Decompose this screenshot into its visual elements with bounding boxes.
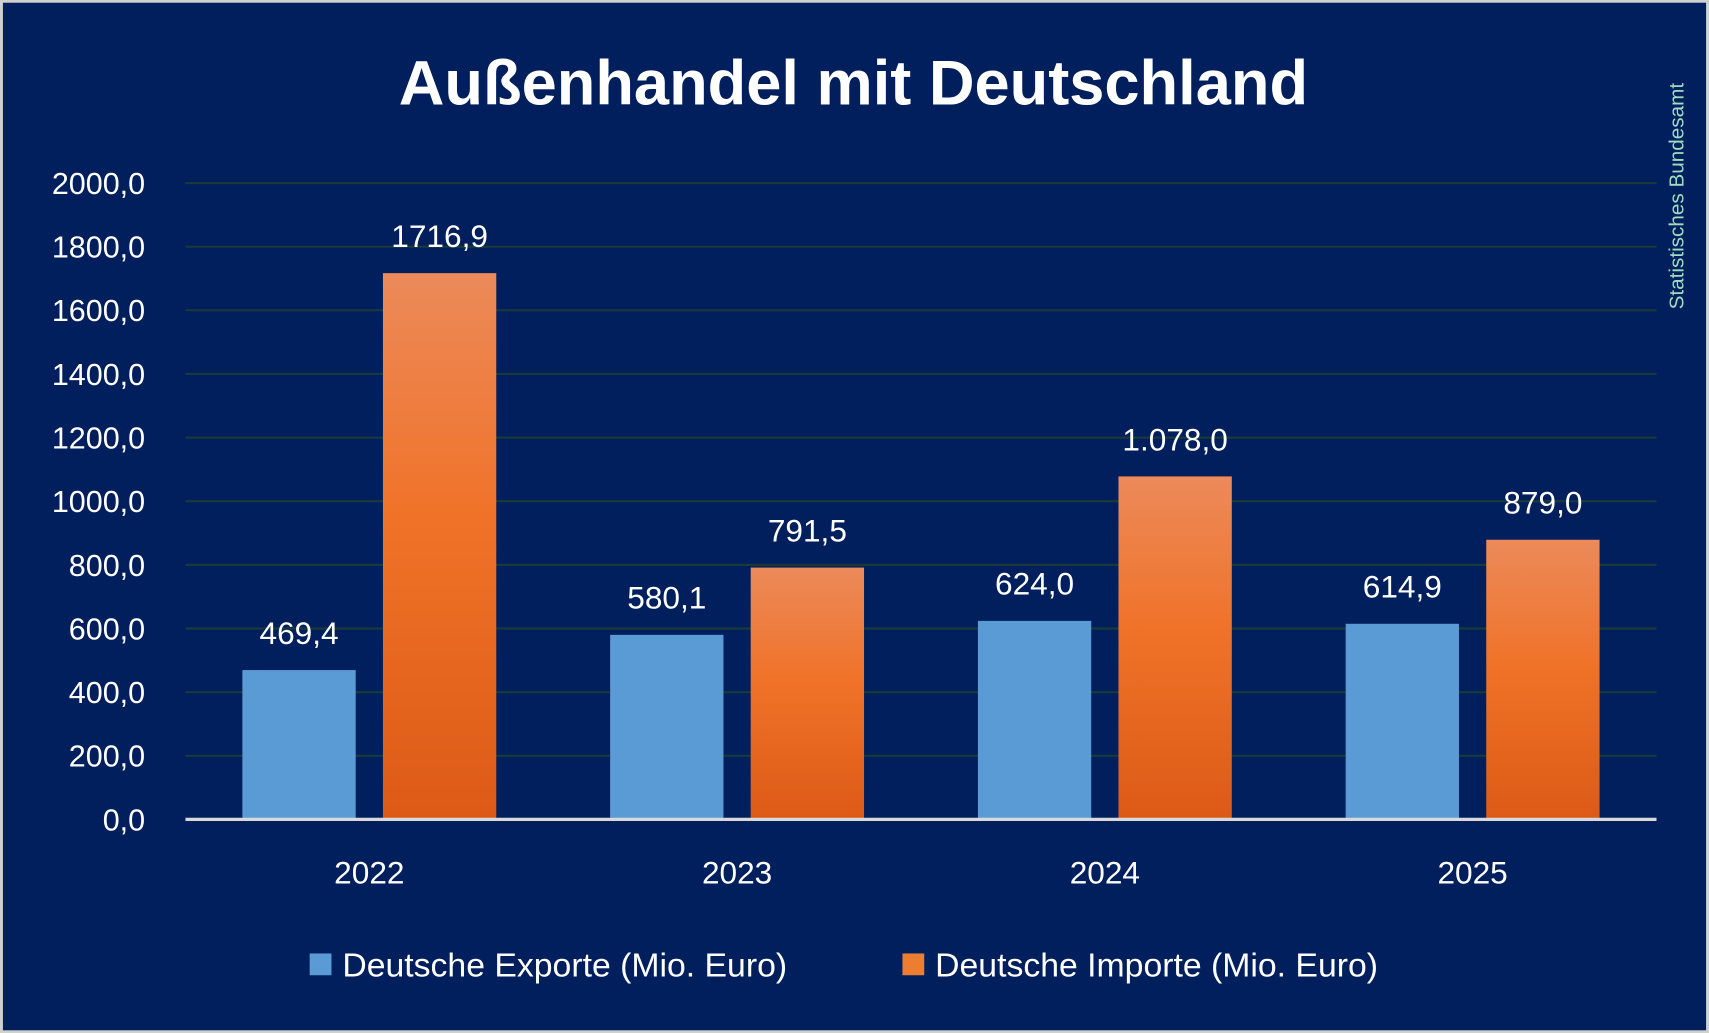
y-tick-label: 600,0 (69, 612, 145, 646)
import-bar-2023 (750, 567, 865, 820)
data-label: 469,4 (260, 615, 339, 651)
legend: Deutsche Exporte (Mio. Euro) Deutsche Im… (309, 946, 1378, 984)
y-tick-label: 1400,0 (52, 358, 145, 392)
export-bar-2023 (610, 634, 724, 820)
data-label: 1.078,0 (1122, 421, 1227, 457)
legend-swatch-exports (309, 953, 332, 976)
export-bar-2025 (1345, 623, 1459, 820)
import-bar-2025 (1486, 539, 1600, 820)
legend-label-exports: Deutsche Exporte (Mio. Euro) (342, 946, 787, 984)
y-tick-label: 1000,0 (52, 485, 145, 519)
data-label: 624,0 (995, 566, 1074, 602)
x-tick-label: 2023 (702, 855, 772, 891)
y-tick-label: 200,0 (69, 740, 145, 774)
y-tick-label: 1800,0 (52, 231, 145, 265)
source-note: Statistisches Bundesamt (1666, 83, 1689, 310)
export-bar-2022 (242, 670, 356, 820)
y-tick-label: 1200,0 (52, 422, 145, 456)
y-tick-label: 0,0 (103, 803, 145, 837)
import-bar-2022 (382, 273, 497, 820)
y-tick-label: 1600,0 (52, 294, 145, 328)
chart-title: Außenhandel mit Deutschland (399, 49, 1308, 119)
data-label: 580,1 (627, 580, 706, 616)
legend-label-imports: Deutsche Importe (Mio. Euro) (935, 946, 1378, 984)
data-label: 614,9 (1363, 569, 1442, 605)
import-bar-2024 (1118, 476, 1232, 820)
y-tick-label: 800,0 (69, 549, 145, 583)
x-tick-label: 2025 (1437, 855, 1507, 891)
legend-swatch-imports (902, 953, 925, 976)
x-tick-label: 2022 (334, 855, 404, 891)
data-label: 791,5 (768, 512, 847, 548)
data-label: 1716,9 (391, 218, 488, 254)
x-tick-label: 2024 (1070, 855, 1140, 891)
y-tick-label: 2000,0 (52, 167, 145, 201)
export-bar-2024 (977, 620, 1092, 820)
data-label: 879,0 (1503, 485, 1582, 521)
y-tick-label: 400,0 (69, 676, 145, 710)
